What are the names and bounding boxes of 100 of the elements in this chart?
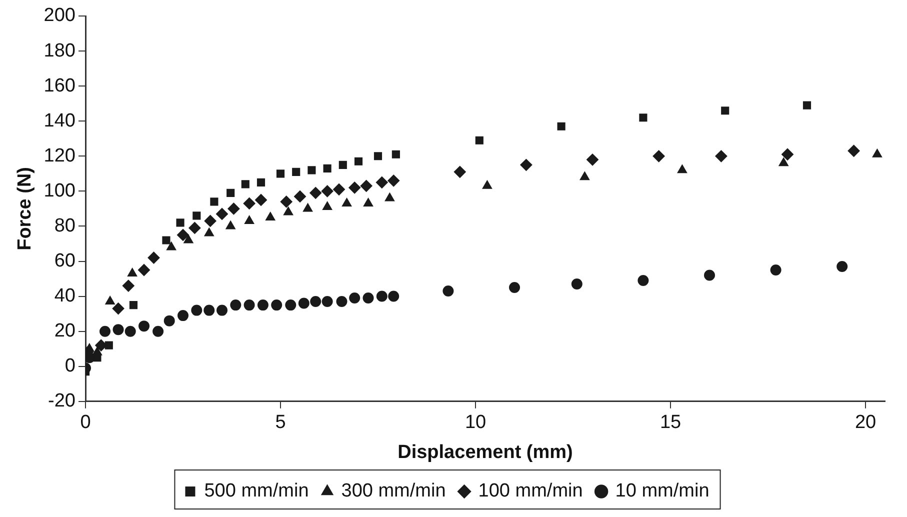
y-tick-label: 160 (44, 75, 76, 96)
point (509, 282, 520, 294)
point (104, 341, 113, 350)
point (241, 180, 250, 188)
point (338, 160, 347, 169)
point (244, 215, 254, 224)
point (322, 201, 332, 210)
point (376, 290, 388, 302)
point (354, 157, 363, 166)
point (770, 264, 782, 276)
point (204, 228, 214, 236)
point (376, 176, 388, 188)
x-tick-label: 5 (275, 412, 286, 434)
point (292, 168, 300, 176)
point (280, 196, 292, 208)
point (122, 280, 134, 292)
x-axis-title: Displacement (mm) (398, 442, 573, 463)
point (112, 324, 124, 336)
point (363, 198, 374, 206)
point (652, 150, 665, 162)
point (105, 296, 115, 305)
y-tick-label: 80 (54, 215, 76, 236)
point (177, 228, 189, 241)
point (321, 185, 334, 198)
point (164, 315, 175, 326)
point (256, 178, 266, 186)
point (228, 202, 240, 215)
point (257, 300, 268, 311)
point (571, 278, 582, 290)
point (848, 144, 860, 157)
point (638, 275, 649, 286)
point (127, 268, 138, 277)
y-tick-label: 0 (64, 356, 76, 377)
point (184, 234, 194, 244)
point (323, 164, 332, 172)
point (298, 298, 310, 309)
point (244, 300, 255, 311)
legend-label: 100 mm/min (478, 480, 583, 502)
legend-label: 500 mm/min (204, 480, 309, 502)
point (226, 188, 235, 197)
point (176, 218, 184, 227)
point (162, 236, 170, 244)
x-tick-label: 15 (660, 412, 682, 434)
point (230, 300, 242, 311)
point (283, 206, 294, 216)
point (802, 101, 812, 110)
point (243, 197, 256, 210)
point (388, 174, 400, 187)
point (836, 261, 848, 272)
point (520, 158, 532, 171)
y-tick-label: 40 (54, 286, 76, 307)
point (188, 222, 201, 234)
point (93, 354, 102, 362)
point (349, 292, 360, 304)
point (475, 136, 484, 144)
point (112, 302, 124, 315)
point (677, 164, 688, 174)
point (454, 166, 466, 178)
point (216, 208, 228, 220)
y-tick-label: 120 (44, 145, 76, 166)
point (360, 180, 372, 192)
point (348, 182, 361, 194)
point (362, 292, 374, 304)
point (271, 300, 282, 311)
y-tick-label: 200 (44, 5, 76, 26)
point (442, 286, 454, 297)
point (216, 304, 228, 316)
point (586, 154, 598, 166)
point (191, 304, 202, 316)
point (333, 183, 345, 196)
point (226, 220, 236, 230)
point (310, 186, 322, 199)
point (138, 320, 150, 332)
point (557, 122, 566, 130)
point (778, 158, 788, 166)
point (124, 326, 136, 337)
point (192, 212, 201, 220)
point (308, 166, 316, 174)
point (580, 172, 590, 180)
x-tick-label: 0 (80, 412, 91, 434)
y-tick-label: 20 (54, 320, 76, 342)
point (285, 300, 296, 311)
y-tick-label: -20 (48, 390, 76, 412)
y-axis-title: Force (N) (14, 166, 36, 250)
point (715, 150, 728, 162)
point (872, 148, 882, 158)
point (482, 180, 492, 189)
point (310, 296, 322, 308)
x-tick-label: 10 (464, 412, 486, 434)
point (704, 270, 715, 281)
point (374, 152, 382, 160)
point (266, 212, 276, 220)
point (204, 214, 216, 227)
point (336, 296, 348, 308)
y-tick-label: 180 (44, 40, 76, 62)
point (388, 290, 400, 302)
point (392, 150, 400, 158)
point (384, 192, 395, 202)
point (322, 296, 333, 308)
point (342, 198, 352, 206)
